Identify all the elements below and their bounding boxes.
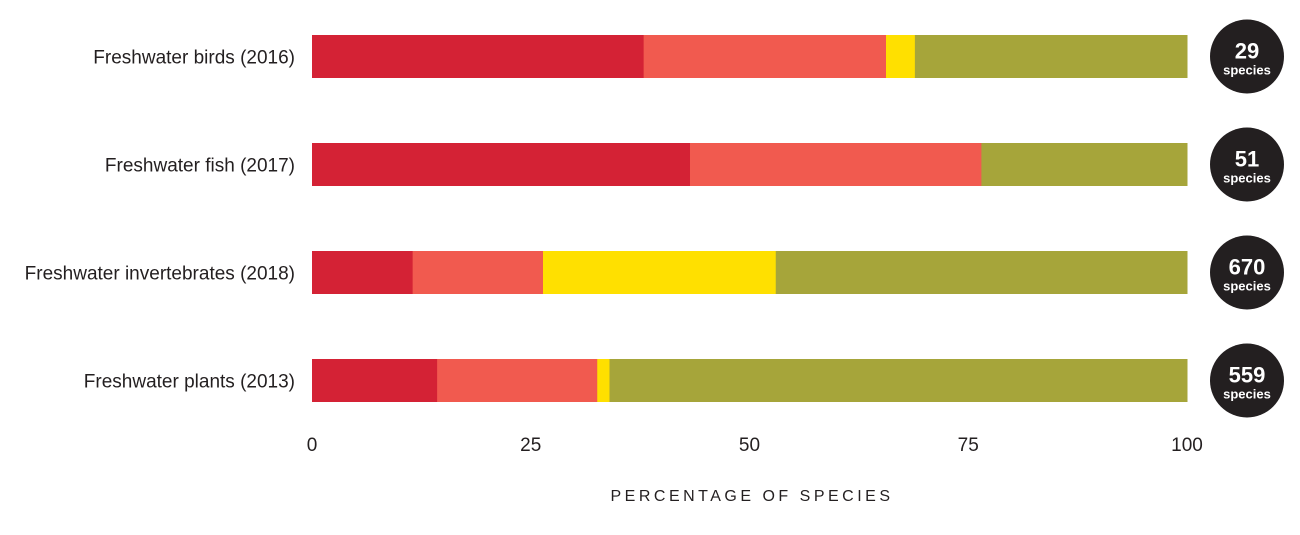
category-label: Freshwater plants (2013) [84,372,295,393]
bar-segment [543,251,777,294]
x-tick-label: 50 [739,435,760,456]
species-unit: species [1223,387,1271,402]
species-count: 29 [1235,39,1259,64]
x-tick-label: 0 [307,435,318,456]
bars-group [312,35,1188,402]
bar-segment [412,251,544,294]
bar-segment [775,251,1188,294]
bar-segment [597,359,610,402]
bar-segment [312,251,414,294]
bar-segment [609,359,1188,402]
species-unit: species [1223,171,1271,186]
species-badge [1210,343,1284,418]
bar-segment [886,35,916,78]
x-tick-label: 75 [958,435,979,456]
species-badge [1210,235,1284,310]
x-axis-title: PERCENTAGE OF SPECIES [610,488,893,505]
species-badge [1210,19,1284,94]
species-count: 670 [1229,255,1266,280]
bar-segment [312,143,691,186]
bar-segment [312,35,645,78]
x-tick-label: 100 [1171,435,1203,456]
species-unit: species [1223,63,1271,78]
bar-segment [914,35,1188,78]
species-count: 51 [1235,147,1259,172]
bar-segment [312,359,438,402]
category-label: Freshwater birds (2016) [93,48,295,69]
x-tick-label: 25 [520,435,541,456]
bar-segment [437,359,598,402]
category-label: Freshwater invertebrates (2018) [25,264,295,285]
species-unit: species [1223,279,1271,294]
category-labels: Freshwater birds (2016) Freshwater fish (… [25,48,295,393]
species-badge [1210,127,1284,202]
species-count: 559 [1229,363,1266,388]
bar-segment [643,35,887,78]
bar-segment [690,143,982,186]
x-tick-labels: 0 25 50 75 100 [307,435,1203,456]
bar-segment [981,143,1188,186]
category-label: Freshwater fish (2017) [105,156,295,177]
